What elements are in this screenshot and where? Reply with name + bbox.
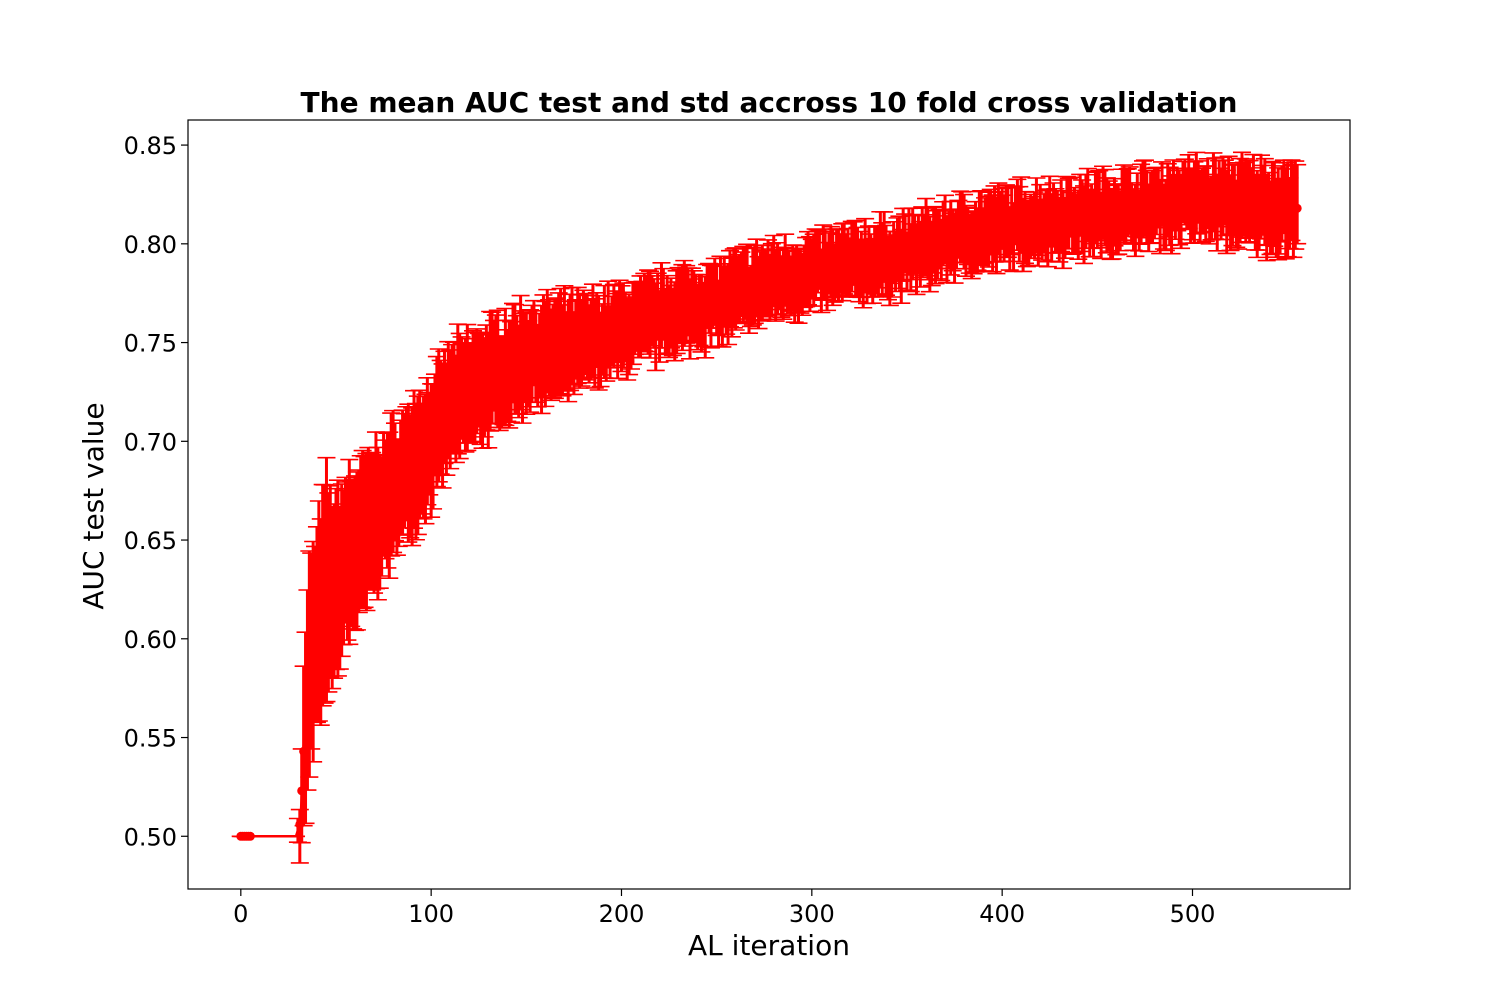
y-tick-label: 0.85 [124, 132, 177, 160]
series-layer [231, 151, 1307, 864]
x-axis: 0 100 200 300 400 500 [233, 889, 1215, 928]
x-tick-label: 500 [1170, 900, 1216, 928]
y-tick-label: 0.80 [124, 231, 177, 259]
y-tick-label: 0.60 [124, 626, 177, 654]
chart-title: The mean AUC test and std accross 10 fol… [301, 86, 1238, 119]
plot-frame [187, 119, 1351, 890]
x-tick-label: 0 [233, 900, 248, 928]
x-axis-label: AL iteration [688, 929, 850, 962]
x-tick-label: 100 [408, 900, 454, 928]
y-tick-label: 0.65 [124, 527, 177, 555]
x-tick-label: 200 [599, 900, 645, 928]
x-tick-label: 300 [789, 900, 835, 928]
y-tick-label: 0.75 [124, 330, 177, 358]
mean-marker [299, 746, 309, 756]
x-tick-label: 400 [979, 900, 1025, 928]
mean-marker [297, 786, 307, 796]
y-axis-label: AUC test value [77, 402, 110, 609]
y-tick-label: 0.50 [124, 823, 177, 851]
y-tick-label: 0.55 [124, 725, 177, 753]
mean-marker [295, 819, 305, 829]
mean-marker [1292, 203, 1302, 213]
mean-line [240, 187, 1298, 838]
y-tick-label: 0.70 [124, 428, 177, 456]
mean-marker [245, 831, 255, 841]
y-axis: 0.50 0.55 0.60 0.65 0.70 0.75 0.80 0.85 [124, 132, 188, 851]
